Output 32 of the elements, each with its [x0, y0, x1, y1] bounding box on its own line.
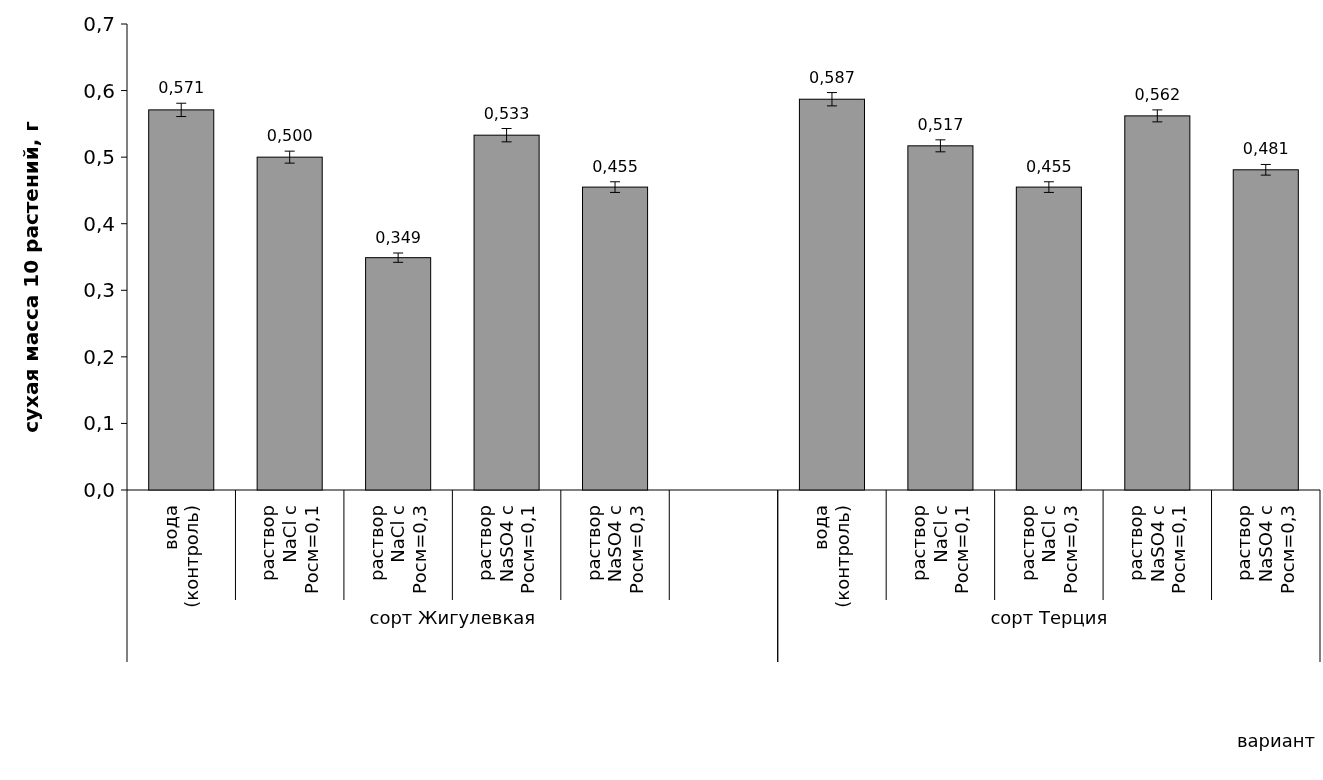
x-tick-label: раствор NaCl с Росм=0,1 — [257, 505, 322, 595]
x-tick-label: раствор NaSO4 с Росм=0,3 — [582, 505, 647, 595]
y-axis-title: сухая масса 10 растений, г — [19, 121, 43, 433]
x-tick-label: раствор NaCl с Росм=0,1 — [908, 505, 973, 595]
text: вариант — [1236, 730, 1315, 751]
y-tick-label: 0,2 — [83, 344, 115, 369]
y-tick-label: 0,6 — [83, 78, 115, 103]
y-tick-label: 0,3 — [83, 278, 115, 303]
data-label: 0,587 — [809, 67, 855, 87]
data-label: 0,455 — [592, 156, 638, 176]
x-tick-label: раствор NaSO4 с Росм=0,3 — [1233, 505, 1298, 595]
data-label: 0,481 — [1242, 139, 1289, 159]
text: сорт Терция — [990, 607, 1108, 628]
x-tick-label: вода (контроль) — [159, 505, 203, 608]
y-tick-label: 0,5 — [83, 145, 115, 170]
data-label: 0,500 — [266, 126, 313, 146]
data-label: 0,562 — [1134, 84, 1181, 104]
data-label: 0,455 — [1025, 156, 1072, 176]
x-tick-label: раствор NaCl с Росм=0,3 — [1016, 505, 1081, 595]
y-tick-label: 0,7 — [83, 12, 115, 36]
x-tick-label: раствор NaCl с Росм=0,3 — [365, 505, 431, 595]
x-tick-label: вода (контроль) — [810, 505, 854, 608]
y-tick-label: 0,4 — [83, 211, 115, 236]
y-tick-label: 0,1 — [83, 411, 115, 436]
data-label: 0,517 — [917, 114, 964, 134]
text: сорт Жигулевкая — [369, 607, 536, 628]
x-tick-label: раствор NaSO4 с Росм=0,1 — [1125, 505, 1190, 595]
data-label: 0,349 — [375, 228, 422, 248]
data-label: 0,533 — [483, 103, 530, 123]
x-tick-label: раствор NaSO4 с Росм=0,1 — [474, 505, 539, 595]
y-tick-label: 0,0 — [83, 478, 115, 502]
data-label: 0,571 — [158, 78, 205, 98]
